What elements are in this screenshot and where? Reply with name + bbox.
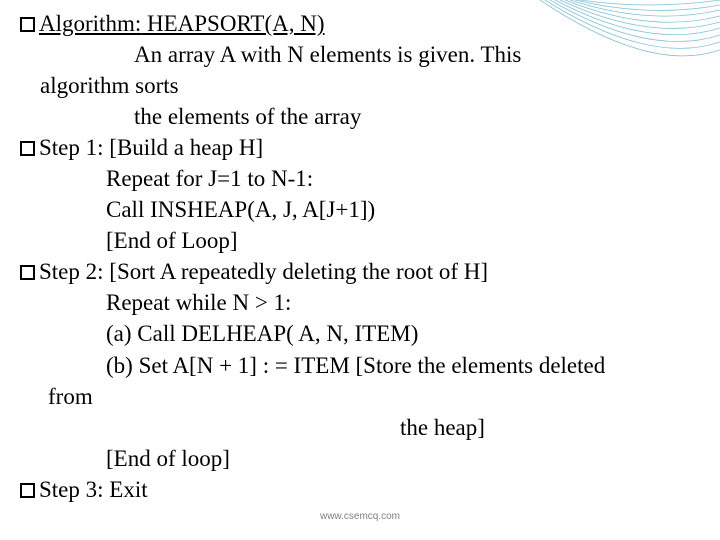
title-underlined: Algorithm: HEAPSORT(A, N) xyxy=(39,11,325,36)
step2-line: Step 2: [Sort A repeatedly deleting the … xyxy=(20,256,700,287)
bullet-icon xyxy=(20,141,35,156)
step1-label: Step 1: [Build a heap H] xyxy=(39,135,263,160)
step1-sub2: Call INSHEAP(A, J, A[J+1]) xyxy=(20,194,700,225)
step1-sub3: [End of Loop] xyxy=(20,225,700,256)
step2-heap: the heap] xyxy=(20,412,700,443)
step2-end: [End of loop] xyxy=(20,443,700,474)
step2-sub3: (b) Set A[N + 1] : = ITEM [Store the ele… xyxy=(20,350,700,381)
intro-line-2: algorithm sorts xyxy=(20,70,700,101)
intro-line-1: An array A with N elements is given. Thi… xyxy=(20,39,700,70)
footer-url: www.csemcq.com xyxy=(0,511,720,522)
bullet-icon xyxy=(20,483,35,498)
step2-label: Step 2: [Sort A repeatedly deleting the … xyxy=(39,259,488,284)
step2-from: from xyxy=(20,381,700,412)
step3-label: Step 3: Exit xyxy=(39,477,148,502)
step1-sub1: Repeat for J=1 to N-1: xyxy=(20,163,700,194)
intro-line-3: the elements of the array xyxy=(20,101,700,132)
slide-body: Algorithm: HEAPSORT(A, N) An array A wit… xyxy=(0,0,720,525)
bullet-icon xyxy=(20,17,35,32)
step1-line: Step 1: [Build a heap H] xyxy=(20,132,700,163)
bullet-icon xyxy=(20,265,35,280)
step2-sub1: Repeat while N > 1: xyxy=(20,287,700,318)
step3-line: Step 3: Exit xyxy=(20,474,700,505)
step2-sub2: (a) Call DELHEAP( A, N, ITEM) xyxy=(20,318,700,349)
title-line: Algorithm: HEAPSORT(A, N) xyxy=(20,8,700,39)
